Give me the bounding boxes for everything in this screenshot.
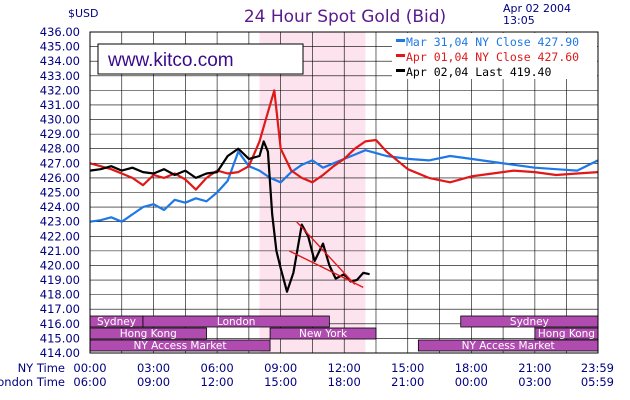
legend-box xyxy=(392,33,597,79)
y-tick-label: 418.00 xyxy=(40,288,80,302)
market-label: London xyxy=(217,316,256,328)
series-line-2 xyxy=(89,89,599,191)
x-tick-label: 23:59 xyxy=(581,361,614,375)
market-bar xyxy=(269,327,377,340)
x-tick-label: 12:00 xyxy=(328,361,361,375)
y-tick-label: 415.00 xyxy=(40,331,80,345)
y-tick-label: 414.00 xyxy=(40,346,80,360)
x-tick-label: 15:00 xyxy=(264,375,297,389)
y-tick-label: 430.00 xyxy=(40,113,80,127)
legend-swatch xyxy=(396,69,405,72)
trend-line xyxy=(288,250,364,288)
y-tick-label: 431.00 xyxy=(40,98,80,112)
market-label: NY Access Market xyxy=(134,340,227,352)
market-label: Hong Kong xyxy=(120,328,177,340)
y-tick-label: 416.00 xyxy=(40,317,80,331)
plot-frame xyxy=(89,31,599,354)
y-tick-label: 434.00 xyxy=(40,54,80,68)
series-line-3 xyxy=(89,140,370,293)
legend-entry: Apr 01,04 NY Close 427.60 xyxy=(406,50,579,64)
x-tick-label: 21:00 xyxy=(391,375,424,389)
chart-time: 13:05 xyxy=(503,14,535,27)
x-tick-label: 09:00 xyxy=(264,361,297,375)
y-tick-label: 420.00 xyxy=(40,258,80,272)
market-label: NY Access Market xyxy=(462,340,555,352)
series-line-1 xyxy=(89,149,599,223)
x-tick-label: 18:00 xyxy=(328,375,361,389)
y-tick-label: 419.00 xyxy=(40,273,80,287)
trend-line xyxy=(296,221,356,285)
y-tick-label: 417.00 xyxy=(40,302,80,316)
x-tick-label: 18:00 xyxy=(455,361,488,375)
x-tick-label: 15:00 xyxy=(391,361,424,375)
y-tick-label: 433.00 xyxy=(40,69,80,83)
website-box xyxy=(97,43,304,75)
y-tick-label: 426.00 xyxy=(40,171,80,185)
website-label: www.kitco.com xyxy=(107,50,234,71)
x-tick-label: 05:59 xyxy=(581,375,614,389)
legend-entry: Apr 02,04 Last 419.40 xyxy=(406,65,551,79)
market-label: Sydney xyxy=(510,316,549,328)
chart-title: 24 Hour Spot Gold (Bid) xyxy=(244,7,446,27)
y-tick-label: 428.00 xyxy=(40,142,80,156)
x-axis-row-label: London Time xyxy=(0,375,65,389)
chart-date: Apr 02 2004 xyxy=(503,2,571,15)
market-label: New York xyxy=(299,328,348,340)
y-tick-label: 435.00 xyxy=(40,40,80,54)
market-label: Hong Kong xyxy=(538,328,595,340)
y-unit-label: $USD xyxy=(68,7,99,20)
y-tick-label: 423.00 xyxy=(40,215,80,229)
x-tick-label: 03:00 xyxy=(137,361,170,375)
market-label: Sydney xyxy=(97,316,136,328)
x-axis-row-label: NY Time xyxy=(18,361,65,375)
legend-swatch xyxy=(396,39,405,42)
x-tick-label: 09:00 xyxy=(137,375,170,389)
x-tick-label: 12:00 xyxy=(201,375,234,389)
y-tick-label: 432.00 xyxy=(40,83,80,97)
y-tick-label: 421.00 xyxy=(40,244,80,258)
x-tick-label: 21:00 xyxy=(518,361,551,375)
y-tick-label: 436.00 xyxy=(40,25,80,39)
y-tick-label: 424.00 xyxy=(40,200,80,214)
y-tick-label: 429.00 xyxy=(40,127,80,141)
market-bar xyxy=(142,315,330,328)
legend-swatch xyxy=(396,54,405,57)
legend-entry: Mar 31,04 NY Close 427.90 xyxy=(406,35,579,49)
y-tick-label: 427.00 xyxy=(40,156,80,170)
x-tick-label: 06:00 xyxy=(73,375,106,389)
x-tick-label: 06:00 xyxy=(201,361,234,375)
x-tick-label: 03:00 xyxy=(518,375,551,389)
x-tick-label: 00:00 xyxy=(73,361,106,375)
y-tick-label: 425.00 xyxy=(40,186,80,200)
y-tick-label: 422.00 xyxy=(40,229,80,243)
x-tick-label: 00:00 xyxy=(455,375,488,389)
